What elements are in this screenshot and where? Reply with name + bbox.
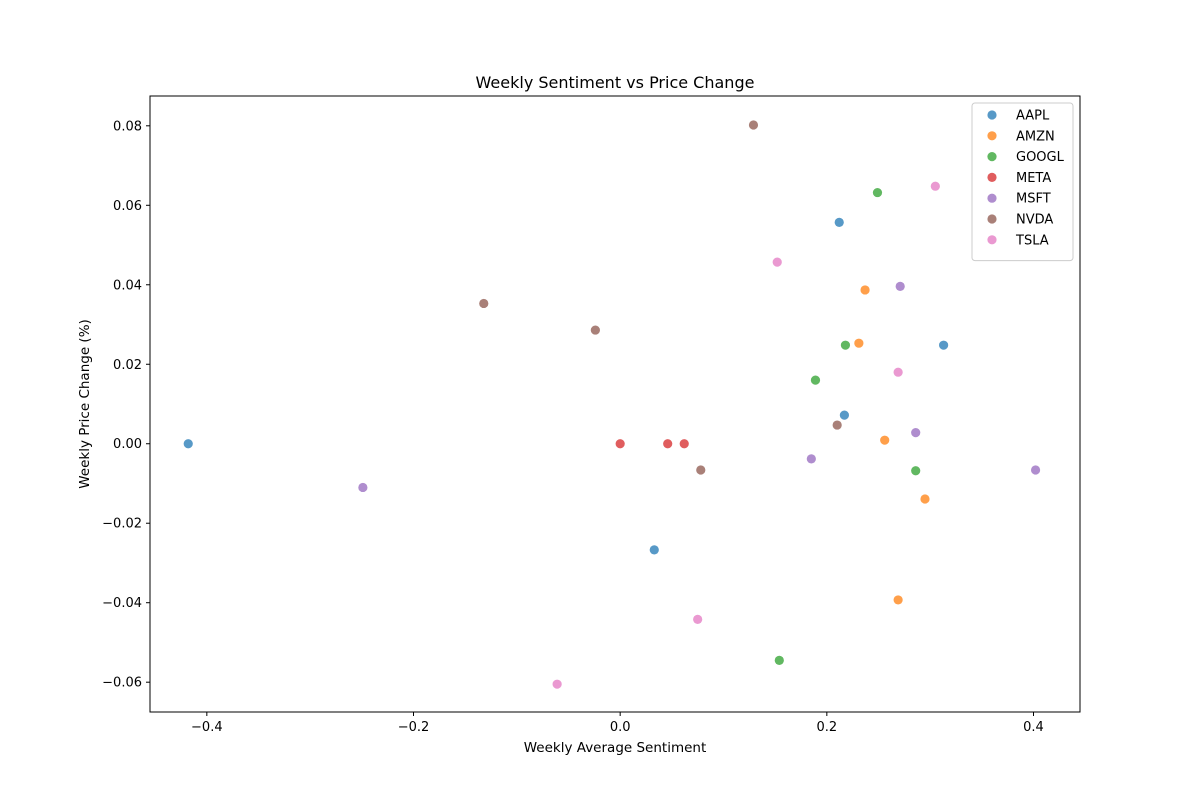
- data-point-amzn-5: [920, 494, 930, 504]
- y-tick-label: 0.04: [113, 278, 142, 293]
- legend-label-nvda: NVDA: [1016, 213, 1053, 228]
- data-point-tsla-2: [693, 614, 703, 625]
- legend-label-msft: MSFT: [1016, 192, 1051, 207]
- x-tick-label: 0.0: [610, 720, 631, 735]
- legend-label-amzn: AMZN: [1016, 129, 1055, 144]
- legend-label-tsla: TSLA: [1015, 233, 1049, 248]
- y-tick-label: −0.04: [102, 596, 142, 611]
- plot-area: [150, 96, 1080, 712]
- legend-label-meta: META: [1016, 171, 1051, 186]
- legend-marker-aapl: [987, 110, 997, 120]
- y-tick-label: 0.06: [113, 199, 142, 214]
- legend: AAPL AMZN GOOGL META MSFT NVDA TSLA: [971, 102, 1074, 262]
- chart-title: Weekly Sentiment vs Price Change: [476, 73, 755, 92]
- x-tick-label: −0.4: [191, 720, 223, 735]
- legend-marker-msft: [987, 193, 997, 203]
- x-axis-label: Weekly Average Sentiment: [524, 740, 707, 756]
- data-point-amzn-4: [893, 595, 903, 605]
- legend-label-googl: GOOGL: [1016, 150, 1065, 165]
- data-point-aapl-2: [649, 545, 659, 555]
- data-point-meta-1: [615, 439, 625, 449]
- data-point-msft-5: [1030, 465, 1041, 475]
- data-point-googl-1: [774, 655, 784, 665]
- y-axis-label: Weekly Price Change (%): [77, 319, 93, 489]
- data-point-nvda-4: [748, 120, 759, 130]
- y-axis-ticks: −0.06 −0.04 −0.02 0.00 0.02 0.04 0.06 0.08: [102, 119, 150, 691]
- x-tick-label: −0.2: [398, 720, 430, 735]
- legend-box: [971, 102, 1074, 262]
- data-point-aapl-1: [183, 439, 193, 449]
- x-tick-label: 0.4: [1023, 720, 1044, 735]
- data-point-aapl-5: [939, 340, 949, 350]
- data-point-msft-2: [806, 454, 816, 464]
- data-point-nvda-5: [832, 420, 842, 430]
- legend-marker-tsla: [987, 235, 997, 245]
- data-points: [183, 120, 1041, 689]
- y-tick-label: 0.02: [113, 358, 142, 373]
- data-point-meta-2: [663, 439, 673, 449]
- legend-marker-nvda: [987, 214, 997, 224]
- y-tick-label: 0.08: [113, 119, 142, 134]
- legend-label-aapl: AAPL: [1016, 109, 1050, 124]
- data-point-msft-4: [911, 428, 921, 438]
- data-point-msft-1: [358, 482, 368, 493]
- data-point-msft-3: [895, 281, 905, 291]
- y-tick-label: 0.00: [113, 437, 142, 452]
- data-point-aapl-3: [834, 217, 844, 227]
- legend-marker-amzn: [987, 131, 997, 141]
- legend-marker-meta: [987, 172, 997, 182]
- plot-frame: [149, 95, 1081, 713]
- data-point-tsla-3: [772, 257, 782, 267]
- data-point-amzn-3: [880, 435, 890, 445]
- data-point-tsla-1: [552, 679, 562, 689]
- data-point-nvda-2: [590, 325, 600, 335]
- x-axis-ticks: −0.4 −0.2 0.0 0.2 0.4: [191, 712, 1044, 735]
- data-point-amzn-2: [860, 285, 870, 295]
- y-tick-label: −0.02: [102, 517, 142, 532]
- x-tick-label: 0.2: [816, 720, 837, 735]
- data-point-tsla-5: [930, 181, 940, 191]
- data-point-googl-4: [872, 187, 883, 198]
- data-point-aapl-4: [839, 410, 850, 420]
- data-point-amzn-1: [854, 338, 864, 348]
- data-point-meta-3: [679, 439, 689, 449]
- data-point-nvda-1: [479, 298, 489, 309]
- data-point-googl-2: [810, 375, 821, 385]
- data-point-tsla-4: [893, 367, 903, 377]
- legend-marker-googl: [987, 152, 997, 162]
- data-point-googl-5: [911, 466, 921, 476]
- y-tick-label: −0.06: [102, 676, 142, 691]
- data-point-nvda-3: [696, 465, 706, 475]
- data-point-googl-3: [840, 340, 851, 350]
